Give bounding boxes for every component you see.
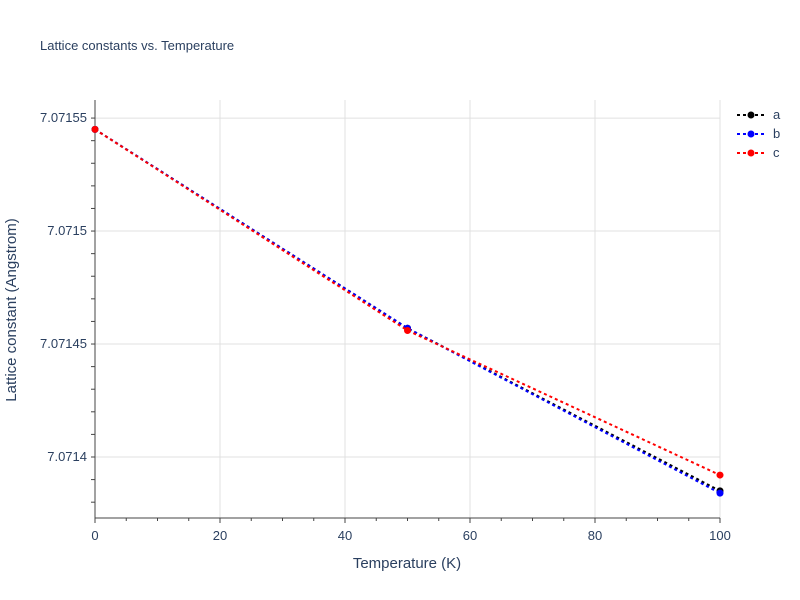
legend-swatch-marker: [747, 130, 755, 138]
x-tick-label: 60: [463, 528, 477, 543]
series-a: [91, 125, 724, 495]
legend-item-a[interactable]: a: [737, 107, 781, 122]
series-line-a: [94, 128, 721, 492]
series-line-b: [94, 128, 721, 495]
y-tick-label: 7.07155: [40, 110, 87, 125]
series-c: [91, 125, 724, 479]
x-tick-label: 100: [709, 528, 731, 543]
x-tick-label: 40: [338, 528, 352, 543]
series-group: [91, 125, 724, 497]
y-tick-label: 7.0714: [47, 449, 87, 464]
series-line-c: [94, 128, 721, 476]
series-b: [91, 125, 724, 497]
legend-label: a: [773, 107, 781, 122]
chart-title: Lattice constants vs. Temperature: [40, 38, 234, 53]
x-tick-label: 0: [91, 528, 98, 543]
legend[interactable]: abc: [737, 107, 781, 160]
legend-item-c[interactable]: c: [737, 145, 780, 160]
x-tick-label: 20: [213, 528, 227, 543]
data-point-c[interactable]: [91, 125, 99, 133]
legend-swatch-marker: [747, 149, 755, 157]
legend-label: c: [773, 145, 780, 160]
data-point-c[interactable]: [716, 471, 724, 479]
grid: [95, 100, 721, 518]
data-point-c[interactable]: [404, 326, 411, 334]
legend-item-b[interactable]: b: [737, 126, 780, 141]
y-axis-label: Lattice constant (Angstrom): [3, 218, 20, 401]
y-tick-label: 7.0715: [47, 223, 87, 238]
y-tick-label: 7.07145: [40, 336, 87, 351]
legend-swatch-marker: [747, 111, 755, 119]
legend-label: b: [773, 126, 780, 141]
x-axis-label: Temperature (K): [353, 555, 461, 572]
data-point-b[interactable]: [716, 489, 724, 497]
axes: 0 20 40 60 80 100 7.0714 7.07145 7.0715 7.07155: [40, 100, 731, 543]
x-tick-label: 80: [588, 528, 602, 543]
